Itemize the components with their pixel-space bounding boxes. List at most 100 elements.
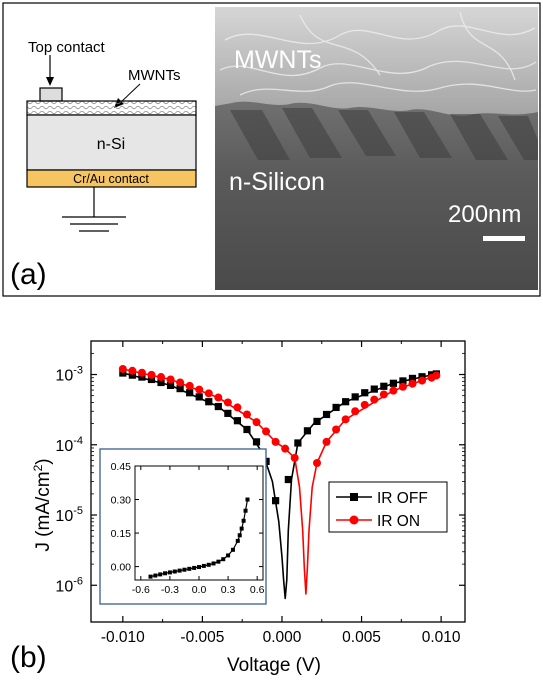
inset-series [148,497,250,579]
x-tick-label: 0.010 [422,629,461,646]
panel-a: Top contact MWNTs n-Si Cr/Au contact [2,2,541,297]
data-point-ir-on [398,382,407,391]
inset-data-point [182,567,187,572]
data-point-ir-off [252,438,261,446]
data-point-ir-on [128,366,137,375]
inset-data-point [221,557,226,562]
data-point-ir-off [303,427,312,435]
top-contact-arrowhead [46,77,54,86]
data-point-ir-on [408,379,417,388]
data-point-ir-off [233,417,242,425]
sem-n-silicon-label: n-Silicon [229,168,325,196]
inset-data-point [172,569,177,574]
legend-box [328,481,448,533]
data-point-ir-off [294,439,302,447]
data-point-ir-off [195,393,203,401]
x-axis-label: Voltage (V) [227,655,321,676]
data-point-ir-off [408,374,417,383]
inset-data-point [163,571,168,576]
y-tick-label: 10-4 [55,435,83,455]
data-point-ir-on [176,378,185,387]
n-si-label: n-Si [97,136,125,153]
data-point-ir-off [243,425,251,434]
data-point-ir-on [233,403,242,412]
data-point-ir-on [271,437,280,446]
inset-data-point [148,574,153,579]
mwnts-label: MWNTs [128,67,181,84]
cr-au-contact [26,169,197,188]
sem-nanotube-layer [215,7,538,116]
data-point-ir-on [118,364,127,373]
data-point-ir-on [147,370,156,379]
data-point-ir-on [432,371,441,380]
data-point-ir-off [119,369,127,377]
inset-data-point [192,565,197,570]
top-contact-label: Top contact [28,39,106,56]
inset-x-tick-label: 0.0 [192,584,207,596]
inset-y-tick-label: 0.00 [111,562,132,574]
x-tick-label: -0.005 [180,629,224,646]
data-point-ir-off [370,385,378,393]
data-point-ir-on [418,376,427,385]
ground-symbol [62,187,126,232]
data-point-ir-off [351,393,359,401]
inset-data-point [216,559,221,564]
data-point-ir-off [186,389,194,397]
legend-ir-off-marker [350,493,358,501]
y-axis-label-end: ) [33,458,54,464]
inset-x-tick-label: 0.6 [250,584,265,596]
inset-y-tick-label: 0.45 [111,461,132,473]
legend: IR OFF IR ON [328,481,448,533]
legend-ir-on-marker [349,515,359,525]
data-point-ir-on [262,427,271,436]
data-point-ir-on [137,368,146,377]
inset-y-tick-label: 0.30 [111,495,132,507]
inset-data-point [197,565,201,570]
data-point-ir-off [272,497,280,505]
data-point-ir-off [361,389,369,397]
data-point-ir-off [147,375,156,384]
sem-nanotube-strands [219,11,537,96]
y-axis-label-sup: 2 [31,464,45,471]
device-schematic: Top contact MWNTs n-Si Cr/Au contact [26,39,197,232]
x-tick-label: 0.005 [342,629,381,646]
data-point-ir-off [205,398,213,406]
data-point-ir-off [380,382,388,390]
legend-ir-on-label: IR ON [377,513,420,530]
sem-mwnts-label: MWNTs [234,46,321,74]
inset-data-point [241,518,246,523]
inset-data-point [167,570,172,575]
data-point-ir-on [242,410,251,419]
data-point-ir-on [322,437,331,446]
sem-pyramid-shadows [230,108,538,160]
top-contact-pad [39,87,63,102]
inset-data-point [158,572,163,577]
inset-data-point [211,561,216,566]
data-point-ir-off [332,403,340,412]
data-point-ir-off [138,373,146,381]
mwnt-layer [26,100,197,116]
data-point-ir-on [312,459,321,468]
data-point-ir-off [399,377,407,385]
inset-data-point [235,538,240,543]
data-point-ir-off [322,410,331,419]
inset-data-point [201,563,206,568]
main-axis-ticks: -0.010 -0.005 0.000 0.005 0.010 10-6 10-5 10-4 1… [55,340,465,646]
inset-chart: -0.6 -0.3 0.0 0.3 0.6 0.00 0.15 0.30 0.45 [99,448,267,605]
main-series [118,364,441,600]
data-point-ir-on [341,415,350,424]
data-point-ir-on [360,400,369,409]
inset-data-point [187,566,192,571]
data-point-ir-on [252,418,261,427]
data-point-ir-off [176,385,184,393]
data-point-ir-on [290,453,299,462]
data-point-ir-on [185,381,194,390]
inset-x-tick-label: -0.3 [161,584,179,596]
data-point-ir-on [332,425,341,434]
legend-ir-off-label: IR OFF [377,490,428,507]
data-point-ir-on [157,373,166,382]
inset-data-point [239,526,244,531]
panel-b: J (mA/cm2) -0.010 -0.005 0.000 0.005 0.010 10… [10,340,466,676]
data-point-ir-off [157,378,165,387]
